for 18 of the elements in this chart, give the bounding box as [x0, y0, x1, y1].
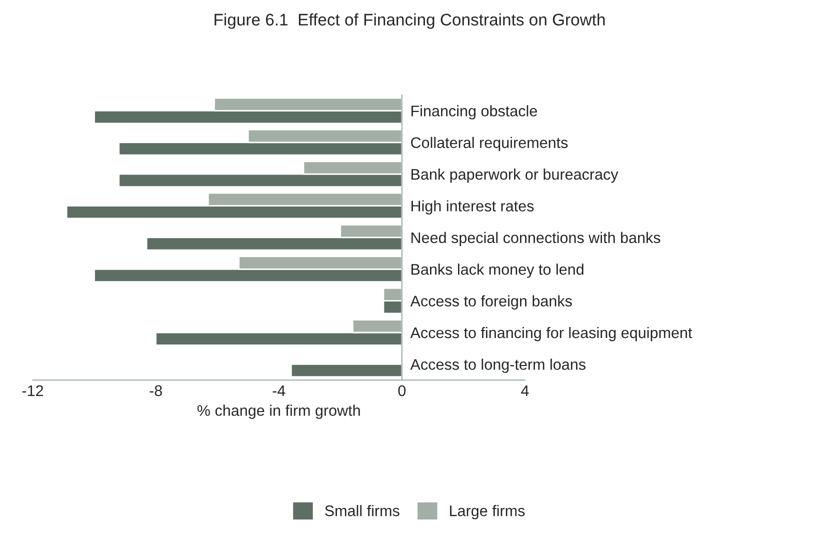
y-tick-label: Collateral requirements — [411, 136, 568, 152]
y-tick-label: Financing obstacle — [412, 105, 537, 120]
chart-title: Figure 6.1 Effect of Financing Constraints on Growth — [214, 13, 605, 29]
x-tick-label: -12 — [22, 385, 44, 396]
y-tick-label: Access to foreign banks — [410, 295, 572, 310]
y-tick-label: Banks lack money to lend — [412, 264, 584, 278]
x-tick-label: -8 — [150, 385, 162, 396]
y-tick-label: High interest rates — [412, 200, 534, 214]
x-tick-label: -4 — [272, 385, 286, 396]
x-tick-label: 4 — [521, 385, 529, 396]
y-tick-label: Access to financing for leasing equipment — [410, 326, 692, 342]
x-axis-title: % change in firm growth — [197, 404, 360, 419]
y-tick-label: Bank paperwork or bureacracy — [412, 168, 618, 183]
y-tick-label: Need special connections with banks — [412, 232, 660, 246]
legend-label: Large firms — [450, 505, 525, 520]
x-tick-label: 0 — [398, 385, 406, 396]
legend-label: Small firms — [325, 505, 400, 516]
y-tick-label: Access to long-term loans — [410, 358, 586, 373]
